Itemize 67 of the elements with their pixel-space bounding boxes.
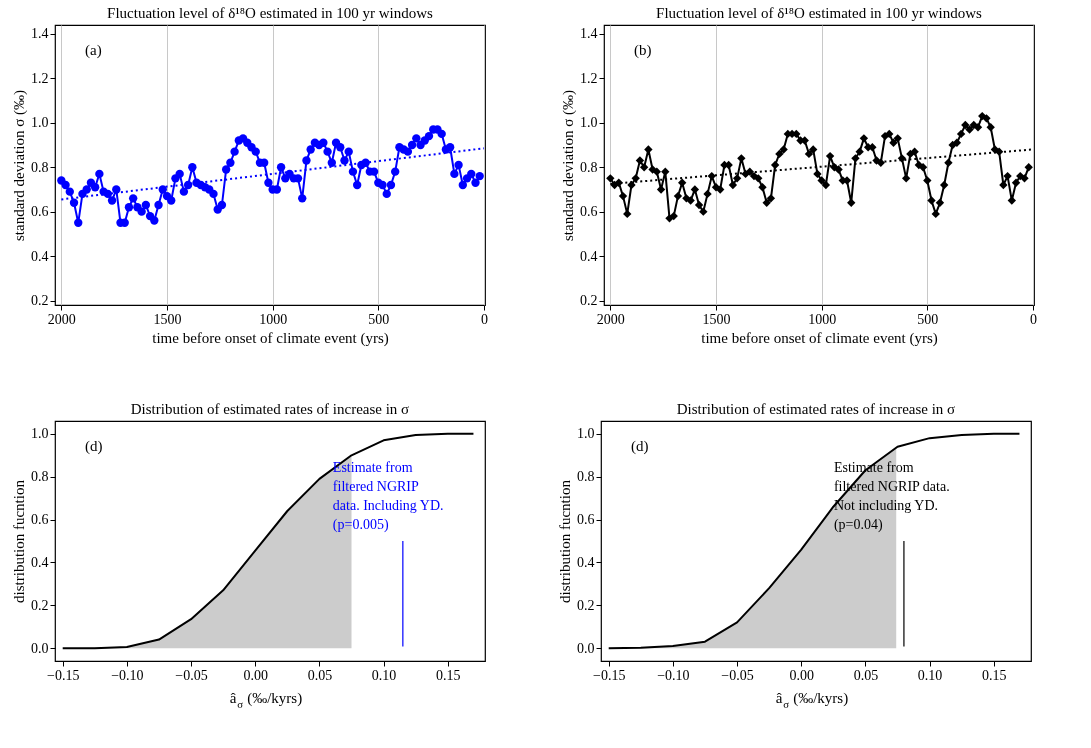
x-tick-label: 500: [368, 311, 390, 327]
x-tick-label: 0.05: [307, 667, 333, 683]
x-tick-label: 2000: [596, 311, 625, 327]
chart-title: Fluctuation level of δ¹⁸O estimated in 100 yr windows: [656, 5, 983, 21]
y-tick-label: 0.4: [580, 248, 598, 264]
x-tick-label: 500: [917, 311, 939, 327]
y-tick-label: 0.0: [577, 640, 595, 656]
x-tick-label: 0: [480, 311, 488, 327]
annotation: (a): [85, 42, 102, 59]
x-tick-label: −0.05: [721, 667, 754, 683]
x-tick-label: 1000: [808, 311, 837, 327]
y-axis-title: standard deviation σ (‰): [11, 90, 28, 241]
chart-title: Fluctuation level of δ¹⁸O estimated in 100 yr windows: [107, 5, 434, 21]
y-tick-label: 0.2: [577, 597, 595, 613]
x-tick-label: −0.15: [47, 667, 80, 683]
x-tick-label: 0.00: [243, 667, 268, 683]
y-tick-label: 1.2: [31, 70, 49, 86]
x-tick-label: 1000: [259, 311, 288, 327]
y-tick-label: 0.6: [577, 512, 595, 528]
annotation: (d): [631, 438, 649, 455]
line-series: [61, 432, 475, 650]
chart-title: Distribution of estimated rates of increase in σ: [676, 401, 956, 417]
y-tick-label: 1.0: [580, 115, 598, 131]
x-tick-label: 0.10: [371, 667, 397, 683]
x-tick-label: 0.00: [789, 667, 814, 683]
y-tick-label: 1.0: [577, 426, 595, 442]
y-tick-label: 0.8: [577, 469, 595, 485]
y-tick-label: 0.8: [31, 469, 49, 485]
y-tick-label: 1.0: [31, 115, 49, 131]
x-tick-label: 2000: [47, 311, 76, 327]
x-tick-label: 0.15: [436, 667, 461, 683]
y-tick-label: 0.8: [580, 159, 598, 175]
y-axis-title: distribution fucntion: [11, 479, 27, 603]
x-tick-label: −0.15: [593, 667, 626, 683]
x-tick-label: 1500: [153, 311, 182, 327]
y-tick-label: 0.0: [31, 640, 49, 656]
x-tick-label: −0.05: [175, 667, 208, 683]
y-tick-label: 0.2: [31, 597, 49, 613]
y-tick-label: 1.4: [580, 26, 598, 42]
x-tick-label: −0.10: [111, 667, 144, 683]
y-tick-label: 0.2: [580, 293, 598, 309]
annotation: (b): [634, 42, 652, 59]
line-series: [607, 432, 1021, 650]
annotation: Estimate from filtered NGRIP data. Including YD. (p=0.005): [332, 460, 444, 533]
x-tick-label: 0.05: [853, 667, 879, 683]
y-tick-label: 0.6: [580, 204, 598, 220]
y-axis-title: standard deviation σ (‰): [560, 90, 577, 241]
x-axis-title: time before onset of climate event (yrs): [701, 329, 938, 347]
annotation: (d): [85, 438, 103, 455]
y-tick-label: 1.0: [31, 426, 49, 442]
y-tick-label: 0.4: [31, 248, 49, 264]
x-tick-label: 0.15: [982, 667, 1007, 683]
y-tick-label: 1.2: [580, 70, 598, 86]
y-tick-label: 0.4: [577, 554, 595, 570]
x-tick-label: 1500: [702, 311, 731, 327]
y-tick-label: 0.6: [31, 512, 49, 528]
x-tick-label: −0.10: [657, 667, 690, 683]
y-tick-label: 0.6: [31, 204, 49, 220]
y-tick-label: 1.4: [31, 26, 49, 42]
y-axis-title: distribution fucntion: [557, 479, 573, 603]
x-axis-title: time before onset of climate event (yrs): [152, 329, 389, 347]
chart-title: Distribution of estimated rates of increase in σ: [130, 401, 410, 417]
x-tick-label: 0.10: [917, 667, 943, 683]
y-tick-label: 0.2: [31, 293, 49, 309]
y-tick-label: 0.4: [31, 554, 49, 570]
x-tick-label: 0: [1029, 311, 1037, 327]
y-tick-label: 0.8: [31, 159, 49, 175]
